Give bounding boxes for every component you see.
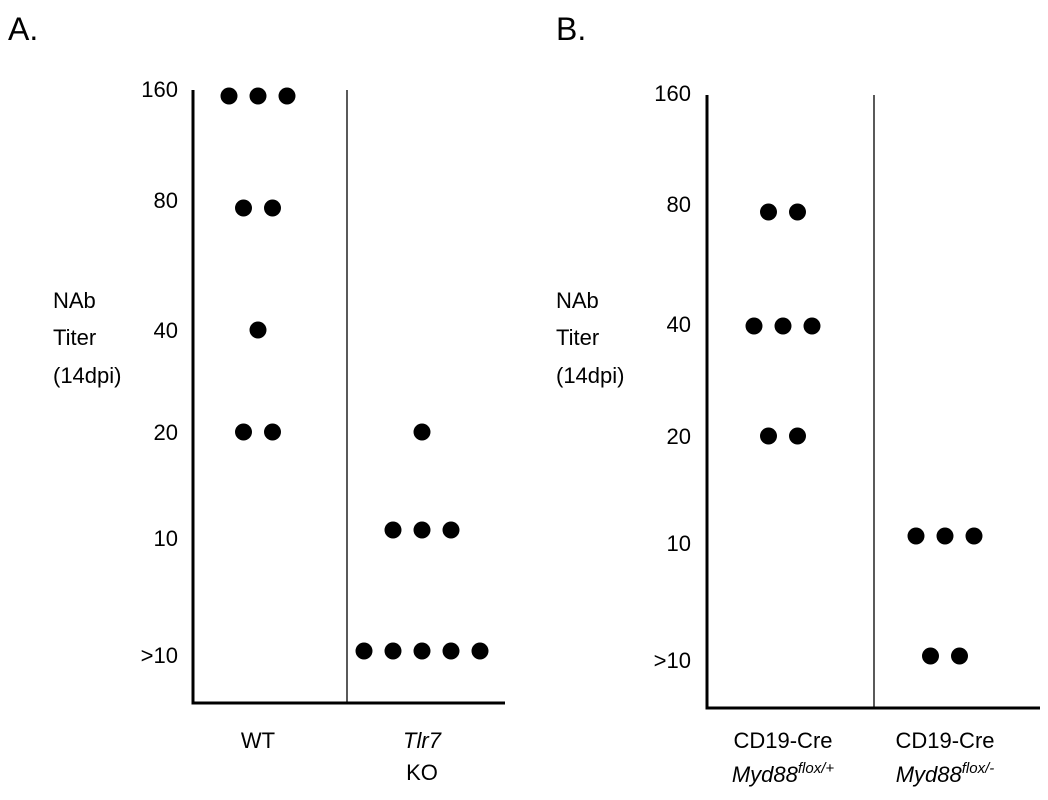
data-point xyxy=(249,87,267,105)
group-label-superscript: flox/+ xyxy=(798,760,835,777)
data-point xyxy=(278,87,296,105)
group-label-text: KO xyxy=(406,760,438,785)
data-point xyxy=(264,423,281,441)
data-point xyxy=(760,203,777,221)
y-tick-label: 10 xyxy=(667,531,691,556)
data-point xyxy=(951,647,968,665)
data-point xyxy=(936,527,954,545)
group-label-text: CD19-Cre xyxy=(733,728,832,753)
y-axis-label: NAb xyxy=(556,288,599,313)
y-tick-label: 40 xyxy=(667,312,691,337)
y-axis-label: Titer xyxy=(556,325,599,350)
y-tick-label: 20 xyxy=(154,420,178,445)
panel-label: A. xyxy=(8,11,38,47)
data-point xyxy=(745,317,763,335)
data-point xyxy=(760,427,777,445)
group-label: Myd88flox/+ xyxy=(732,760,835,787)
data-point xyxy=(922,647,939,665)
data-point xyxy=(384,521,402,539)
data-point xyxy=(442,642,460,660)
y-tick-label: 80 xyxy=(154,188,178,213)
y-axis-label: Titer xyxy=(53,325,96,350)
group-label-text: Myd88 xyxy=(732,762,799,787)
data-point xyxy=(907,527,925,545)
y-tick-label: 160 xyxy=(141,77,178,102)
data-point xyxy=(384,642,402,660)
group-label: Tlr7 xyxy=(403,728,442,753)
group-label-text: WT xyxy=(241,728,275,753)
data-point xyxy=(220,87,238,105)
chart-panel-0: A. >10 10 20 40 80 160 NAb Titer (14dpi) WT Tlr7 KO xyxy=(8,11,505,785)
data-point xyxy=(965,527,983,545)
y-axis-label: (14dpi) xyxy=(53,363,121,388)
panel-label: B. xyxy=(556,11,586,47)
y-tick-label: >10 xyxy=(654,648,691,673)
group-label: WT xyxy=(241,728,275,753)
data-point xyxy=(413,423,431,441)
data-point xyxy=(789,203,806,221)
group-label: CD19-Cre xyxy=(733,728,832,753)
y-tick-label: 40 xyxy=(154,318,178,343)
group-label: CD19-Cre xyxy=(895,728,994,753)
data-point xyxy=(235,423,252,441)
data-point xyxy=(442,521,460,539)
data-point xyxy=(413,642,431,660)
data-point xyxy=(789,427,806,445)
data-point xyxy=(803,317,821,335)
group-label-text: CD19-Cre xyxy=(895,728,994,753)
y-tick-label: 160 xyxy=(654,81,691,106)
data-point xyxy=(471,642,489,660)
y-tick-label: 20 xyxy=(667,424,691,449)
data-point xyxy=(355,642,373,660)
group-label-superscript: flox/- xyxy=(962,760,995,777)
y-tick-label: 10 xyxy=(154,526,178,551)
group-label-text: Myd88 xyxy=(896,762,963,787)
data-point xyxy=(264,199,281,217)
data-point xyxy=(235,199,252,217)
group-label: Myd88flox/- xyxy=(896,760,995,787)
y-axis-label: (14dpi) xyxy=(556,363,624,388)
data-point xyxy=(774,317,792,335)
data-point xyxy=(249,321,267,339)
group-label: KO xyxy=(406,760,438,785)
y-tick-label: >10 xyxy=(141,643,178,668)
y-tick-label: 80 xyxy=(667,192,691,217)
y-axis-label: NAb xyxy=(53,288,96,313)
data-point xyxy=(413,521,431,539)
chart-panel-1: B. >10 10 20 40 80 160 NAb Titer (14dpi) CD19-Cre M… xyxy=(556,11,1040,787)
group-label-text: Tlr7 xyxy=(403,728,442,753)
